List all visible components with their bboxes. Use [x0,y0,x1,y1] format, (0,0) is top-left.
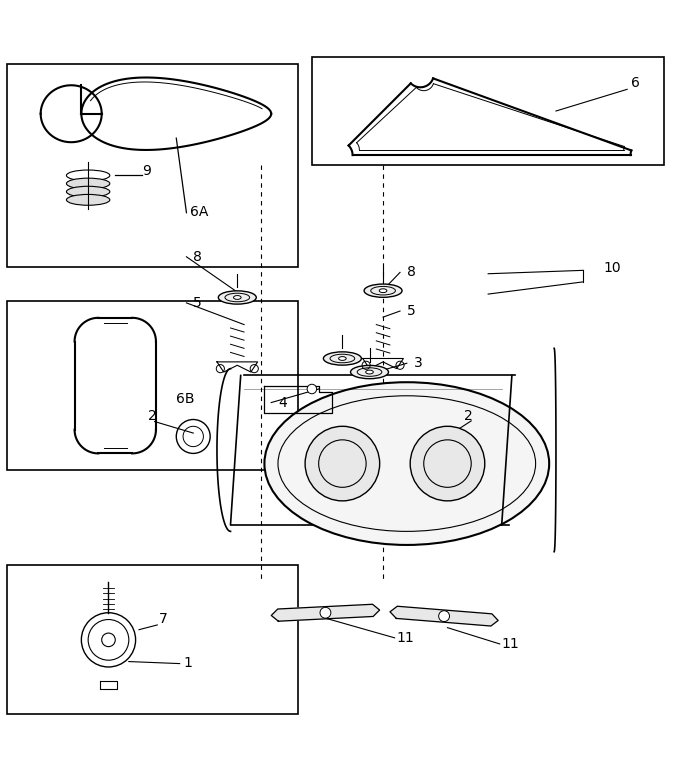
Ellipse shape [379,289,387,293]
Text: 6B: 6B [176,391,195,405]
Ellipse shape [66,194,110,205]
Bar [312,57,664,165]
Ellipse shape [264,382,549,545]
Text: 4: 4 [278,395,287,409]
Ellipse shape [66,178,110,189]
Circle shape [439,611,450,622]
Bar [7,64,298,267]
Circle shape [307,384,317,394]
Circle shape [320,608,331,619]
Circle shape [410,426,485,501]
Text: 8: 8 [407,265,416,279]
Text: 6A: 6A [190,205,208,219]
Text: 8: 8 [193,250,202,264]
Ellipse shape [351,366,388,379]
Text: 5: 5 [193,296,202,310]
Ellipse shape [338,356,346,360]
Text: 11: 11 [397,631,414,645]
Circle shape [305,426,380,501]
Text: 7: 7 [159,612,168,626]
Text: 2: 2 [464,408,473,422]
Text: 2: 2 [148,408,157,422]
Ellipse shape [218,291,256,304]
Polygon shape [390,606,498,626]
Ellipse shape [365,370,374,374]
Ellipse shape [323,352,361,365]
Bar [7,301,298,471]
Text: 3: 3 [414,356,422,370]
Ellipse shape [364,284,402,297]
Text: 10: 10 [603,261,621,275]
Circle shape [102,633,115,647]
Bar [7,566,298,714]
Text: 9: 9 [142,164,151,178]
Text: 5: 5 [407,304,416,318]
Ellipse shape [233,296,241,300]
Text: 1: 1 [183,656,192,670]
Text: 6: 6 [631,76,639,90]
Ellipse shape [66,186,110,197]
Polygon shape [271,605,380,621]
Text: 11: 11 [502,637,519,651]
